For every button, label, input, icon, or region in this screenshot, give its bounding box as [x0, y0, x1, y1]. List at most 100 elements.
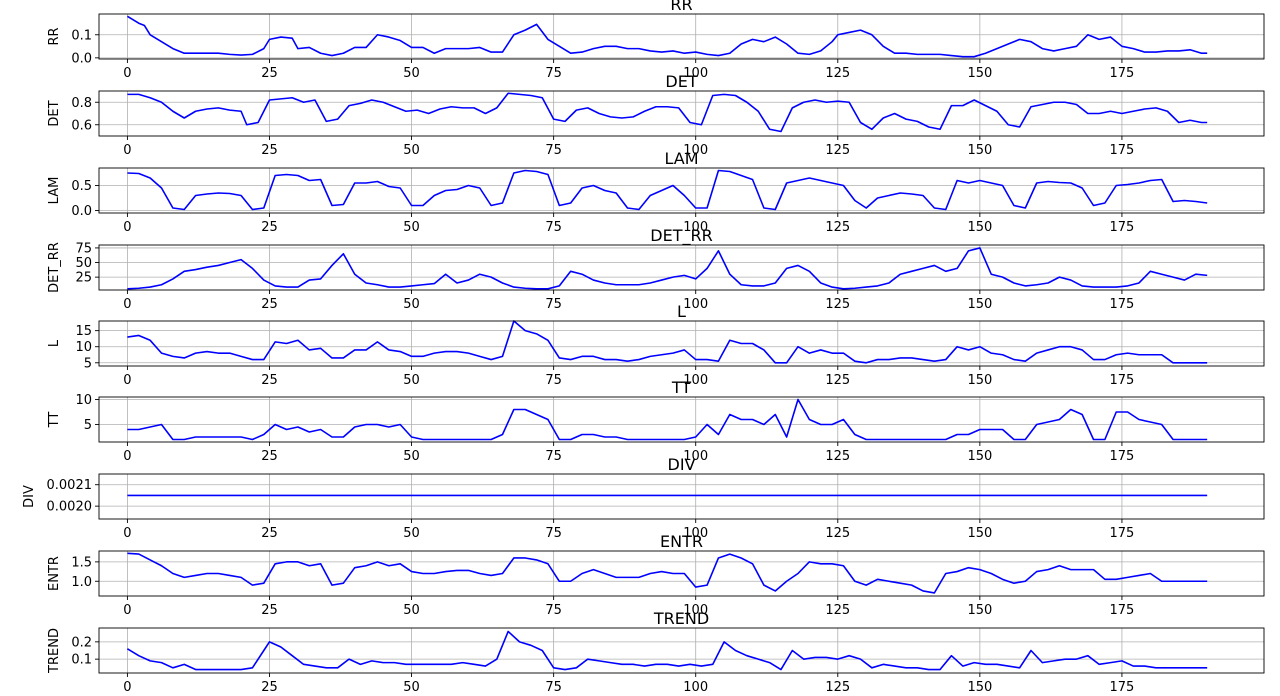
x-tick-label: 150	[967, 680, 992, 695]
y-tick-label: 5	[84, 356, 92, 371]
axes-frame	[98, 90, 1265, 137]
x-tick-label: 0	[123, 680, 131, 695]
series-line-det	[127, 92, 1208, 133]
x-tick-label: 125	[825, 297, 850, 312]
subplot-lam: 0 25 50 75 100 125 150 175 0.0 0.5 LAM LAM	[47, 149, 1265, 235]
x-tick-label: 175	[1110, 680, 1135, 695]
x-tick-label: 175	[1110, 603, 1135, 618]
y-tick-label: 10	[75, 393, 92, 408]
axes-frame	[98, 396, 1265, 443]
subplot-title: RR	[670, 0, 692, 14]
series-line-rr	[126, 15, 1208, 58]
x-tick-label: 125	[825, 449, 850, 464]
y-tick-label: 10	[75, 340, 92, 355]
x-tick-label: 125	[825, 680, 850, 695]
x-tick-label: 100	[683, 220, 708, 235]
x-tick-label: 125	[825, 220, 850, 235]
x-tick-label: 75	[545, 680, 562, 695]
x-tick-label: 125	[825, 66, 850, 81]
y-tick-label: 15	[75, 324, 92, 339]
x-tick-label: 0	[123, 220, 131, 235]
axes-frame	[98, 244, 1265, 291]
x-tick-label: 100	[683, 449, 708, 464]
x-tick-label: 75	[545, 526, 562, 541]
x-tick-label: 150	[967, 373, 992, 388]
x-tick-label: 75	[545, 603, 562, 618]
x-tick-label: 50	[403, 220, 420, 235]
y-tick-label: 0.1	[71, 28, 92, 43]
x-tick-label: 0	[123, 373, 131, 388]
x-tick-label: 100	[683, 680, 708, 695]
series-line-trend	[126, 630, 1208, 671]
y-tick-label: 0.5	[71, 179, 92, 194]
x-tick-label: 75	[545, 297, 562, 312]
y-tick-label: 25	[75, 271, 92, 286]
y-tick-label: 0.0020	[47, 500, 93, 515]
x-tick-label: 100	[683, 297, 708, 312]
x-tick-label: 175	[1110, 449, 1135, 464]
subplot-tt: 0 25 50 75 100 125 150 175 5 10 TT TT	[47, 378, 1265, 464]
subplot-title: DET_RR	[650, 226, 712, 246]
axes-frame	[98, 473, 1265, 520]
y-tick-label: 1.0	[71, 575, 92, 590]
subplot-rr: 0 25 50 75 100 125 150 175 0.0 0.1 RR RR	[47, 0, 1265, 81]
x-tick-label: 50	[403, 66, 420, 81]
y-axis-label: RR	[47, 27, 62, 45]
x-tick-label: 75	[545, 449, 562, 464]
y-axis-label: L	[47, 339, 62, 347]
x-tick-label: 75	[545, 143, 562, 158]
x-tick-label: 50	[403, 449, 420, 464]
y-tick-label: 0.6	[71, 118, 92, 133]
x-tick-label: 175	[1110, 66, 1135, 81]
y-axis-label: TT	[47, 412, 62, 429]
subplot-title: L	[677, 302, 686, 321]
x-tick-label: 100	[683, 143, 708, 158]
x-tick-label: 125	[825, 603, 850, 618]
x-tick-label: 0	[123, 143, 131, 158]
y-tick-label: 50	[75, 256, 92, 271]
x-tick-label: 150	[967, 603, 992, 618]
y-tick-label: 75	[75, 241, 92, 256]
x-tick-label: 175	[1110, 373, 1135, 388]
x-tick-label: 50	[403, 526, 420, 541]
x-tick-label: 50	[403, 143, 420, 158]
x-tick-label: 175	[1110, 526, 1135, 541]
axes-frame	[98, 320, 1265, 367]
x-tick-label: 25	[261, 143, 278, 158]
x-tick-label: 0	[123, 603, 131, 618]
subplot-title: DET	[665, 72, 697, 91]
x-tick-label: 50	[403, 297, 420, 312]
y-tick-label: 0.0	[71, 204, 92, 219]
y-tick-label: 5	[84, 418, 92, 433]
x-tick-label: 150	[967, 526, 992, 541]
subplot-title: TT	[671, 378, 691, 397]
y-tick-label: 0.1	[71, 653, 92, 668]
x-tick-label: 100	[683, 603, 708, 618]
x-tick-label: 175	[1110, 220, 1135, 235]
x-tick-label: 25	[261, 526, 278, 541]
y-axis-label: TREND	[47, 628, 62, 674]
x-tick-label: 50	[403, 373, 420, 388]
axes-frame	[98, 550, 1265, 597]
x-tick-label: 25	[261, 449, 278, 464]
subplot-title: DIV	[668, 455, 696, 474]
x-tick-label: 75	[545, 66, 562, 81]
y-tick-label: 0.2	[71, 635, 92, 650]
subplot-det: 0 25 50 75 100 125 150 175 0.6 0.8 DET DET	[47, 72, 1265, 158]
x-tick-label: 0	[123, 297, 131, 312]
y-axis-label: ENTR	[47, 556, 62, 591]
y-axis-label: DET_RR	[47, 242, 62, 293]
x-tick-label: 25	[261, 297, 278, 312]
y-tick-label: 0.0021	[47, 478, 93, 493]
x-tick-label: 25	[261, 373, 278, 388]
x-tick-label: 125	[825, 143, 850, 158]
series-line-det_rr	[127, 247, 1208, 290]
x-tick-label: 75	[545, 220, 562, 235]
axes-frame	[98, 13, 1265, 60]
x-tick-label: 150	[967, 143, 992, 158]
subplot-title: LAM	[664, 149, 698, 168]
subplot-title: ENTR	[660, 532, 703, 551]
